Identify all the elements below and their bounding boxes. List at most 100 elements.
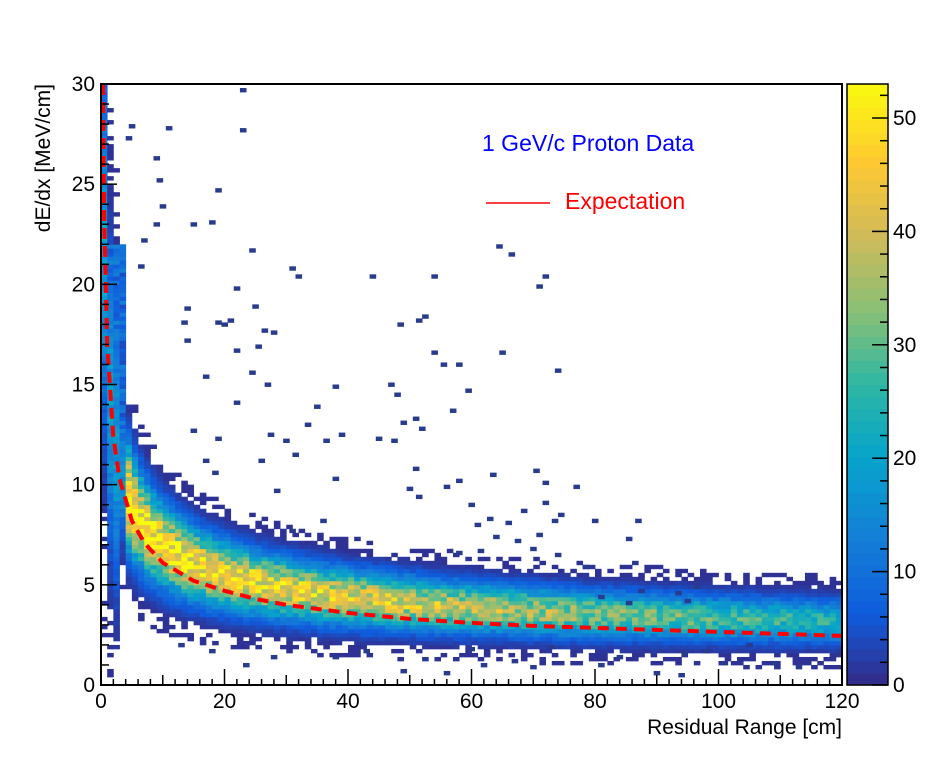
- outlier-bin: [159, 204, 167, 209]
- histogram-bin: [212, 528, 219, 534]
- histogram-bin: [829, 588, 837, 594]
- histogram-bin: [341, 580, 349, 586]
- histogram-bin: [113, 352, 120, 357]
- histogram-bin: [527, 652, 534, 658]
- histogram-bin: [280, 572, 287, 578]
- histogram-bin: [415, 600, 423, 606]
- histogram-bin: [199, 596, 207, 602]
- histogram-bin: [175, 576, 182, 582]
- histogram-bin: [409, 592, 417, 598]
- histogram-bin: [273, 520, 281, 526]
- histogram-bin: [138, 424, 145, 429]
- histogram-bin: [564, 620, 571, 626]
- histogram-bin: [675, 632, 682, 638]
- histogram-bin: [823, 588, 831, 594]
- histogram-bin: [483, 636, 491, 642]
- histogram-bin: [131, 560, 139, 566]
- histogram-bin: [508, 612, 516, 618]
- histogram-bin: [107, 580, 114, 586]
- histogram-bin: [255, 564, 262, 570]
- histogram-bin: [477, 644, 485, 650]
- histogram-bin: [588, 580, 596, 586]
- histogram-bin: [168, 472, 176, 478]
- histogram-bin: [792, 648, 800, 654]
- histogram-bin: [348, 580, 355, 586]
- histogram-bin: [348, 584, 355, 590]
- histogram-bin: [743, 596, 750, 602]
- histogram-bin: [786, 588, 793, 594]
- histogram-bin: [545, 608, 553, 614]
- histogram-bin: [156, 496, 164, 502]
- histogram-bin: [514, 640, 522, 646]
- histogram-bin: [774, 592, 781, 598]
- histogram-bin: [175, 616, 182, 622]
- histogram-bin: [514, 636, 522, 642]
- histogram-bin: [304, 624, 312, 630]
- histogram-bin: [490, 592, 497, 598]
- outlier-bin: [431, 274, 438, 279]
- histogram-bin: [107, 436, 114, 441]
- histogram-bin: [317, 620, 324, 626]
- histogram-bin: [341, 612, 349, 618]
- histogram-bin: [113, 456, 120, 462]
- histogram-bin: [348, 564, 355, 570]
- histogram-bin: [582, 580, 590, 586]
- histogram-bin: [113, 476, 120, 482]
- outlier-bin: [530, 664, 537, 670]
- histogram-bin: [496, 624, 503, 630]
- histogram-bin: [804, 624, 812, 630]
- histogram-bin: [255, 644, 262, 650]
- histogram-bin: [520, 608, 528, 614]
- histogram-bin: [150, 528, 157, 534]
- histogram-bin: [212, 568, 219, 574]
- histogram-bin: [107, 592, 114, 598]
- histogram-bin: [175, 504, 182, 510]
- histogram-bin: [669, 584, 676, 590]
- histogram-bin: [452, 604, 460, 610]
- histogram-bin: [273, 556, 281, 562]
- histogram-bin: [107, 212, 114, 217]
- histogram-bin: [607, 624, 614, 630]
- histogram-bin: [323, 564, 330, 570]
- histogram-bin: [230, 552, 238, 558]
- histogram-bin: [261, 600, 269, 606]
- histogram-bin: [199, 548, 207, 554]
- histogram-bin: [718, 620, 726, 626]
- histogram-bin: [477, 572, 485, 578]
- histogram-bin: [236, 584, 244, 590]
- histogram-bin: [335, 580, 343, 586]
- histogram-bin: [718, 616, 726, 622]
- histogram-bin: [205, 580, 213, 586]
- histogram-bin: [150, 444, 157, 450]
- histogram-bin: [113, 440, 120, 445]
- histogram-bin: [261, 516, 269, 522]
- histogram-bin: [792, 612, 800, 618]
- histogram-bin: [675, 584, 682, 590]
- histogram-bin: [150, 580, 157, 586]
- colorbar-segment: [847, 636, 888, 650]
- histogram-bin: [162, 624, 170, 630]
- histogram-bin: [249, 532, 256, 538]
- histogram-bin: [496, 588, 503, 594]
- histogram-bin: [131, 548, 139, 554]
- histogram-bin: [675, 636, 682, 642]
- histogram-bin: [101, 256, 108, 261]
- histogram-bin: [724, 624, 732, 630]
- histogram-bin: [712, 612, 719, 618]
- histogram-bin: [119, 524, 127, 530]
- histogram-bin: [292, 544, 299, 550]
- histogram-bin: [138, 456, 145, 462]
- histogram-bin: [273, 564, 281, 570]
- histogram-bin: [298, 580, 306, 586]
- histogram-bin: [113, 580, 120, 586]
- histogram-bin: [113, 548, 120, 554]
- histogram-bin: [138, 460, 145, 466]
- histogram-bin: [101, 344, 108, 349]
- histogram-bin: [675, 604, 682, 610]
- histogram-bin: [113, 432, 120, 437]
- histogram-bin: [502, 576, 509, 582]
- histogram-bin: [348, 604, 355, 610]
- histogram-bin: [712, 624, 719, 630]
- histogram-bin: [292, 556, 299, 562]
- histogram-bin: [539, 584, 546, 590]
